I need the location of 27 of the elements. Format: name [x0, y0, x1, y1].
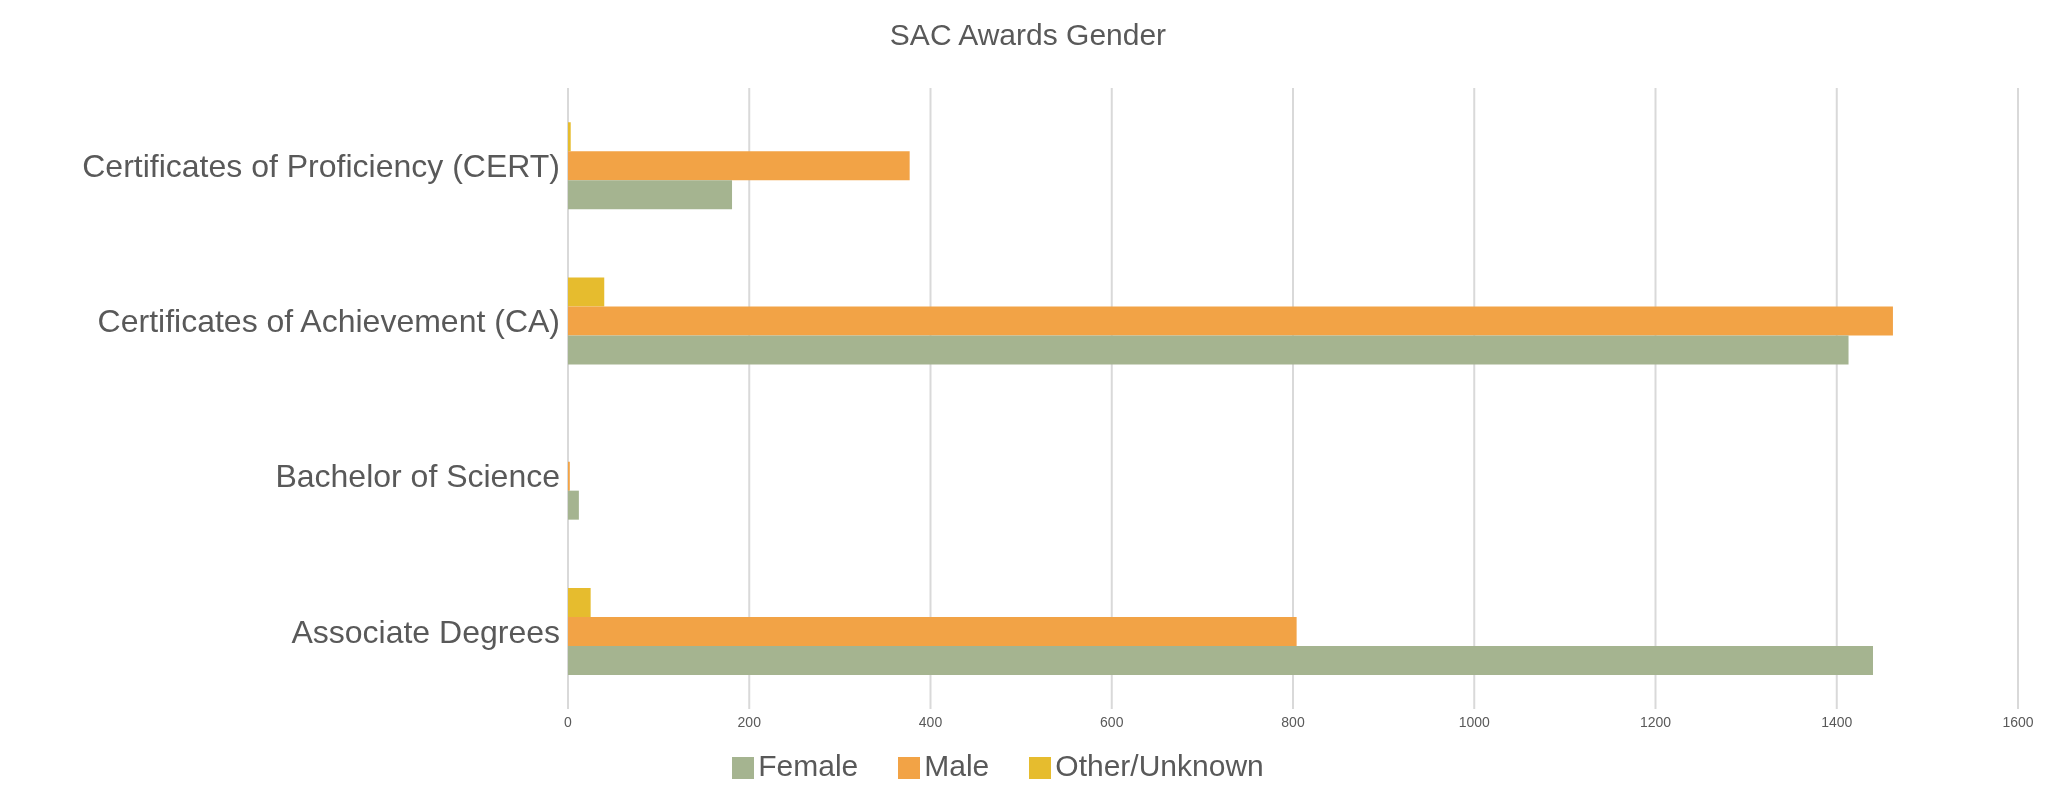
x-tick-label: 0 [564, 713, 573, 730]
bar [568, 151, 910, 181]
x-tick-label: 1600 [2002, 713, 2034, 730]
y-tick-label: Certificates of Proficiency (CERT) [82, 147, 560, 184]
legend-label: Female [758, 749, 859, 782]
x-tick-label: 600 [1100, 713, 1124, 730]
y-tick-label: Certificates of Achievement (CA) [97, 303, 560, 340]
bar [568, 587, 591, 617]
bar [568, 490, 579, 520]
y-tick-label: Associate Degrees [291, 613, 560, 650]
bar [568, 180, 733, 210]
bar [568, 335, 1849, 365]
x-tick-label: 400 [918, 713, 943, 730]
x-tick-label: 200 [737, 713, 762, 730]
chart-title: SAC Awards Gender [888, 17, 1168, 53]
legend-label: Other/Unknown [1055, 749, 1264, 782]
x-tick-label: 1400 [1821, 713, 1853, 730]
x-tick-label: 1000 [1458, 713, 1491, 730]
bar [568, 616, 1297, 646]
bar [568, 645, 1873, 675]
x-tick-label: 1200 [1639, 713, 1672, 730]
bar [568, 306, 1893, 336]
legend-label: Male [924, 749, 990, 782]
bar [568, 277, 605, 307]
y-tick-label: Bachelor of Science [275, 458, 560, 495]
bar [568, 122, 571, 152]
x-tick-label: 800 [1281, 713, 1305, 730]
